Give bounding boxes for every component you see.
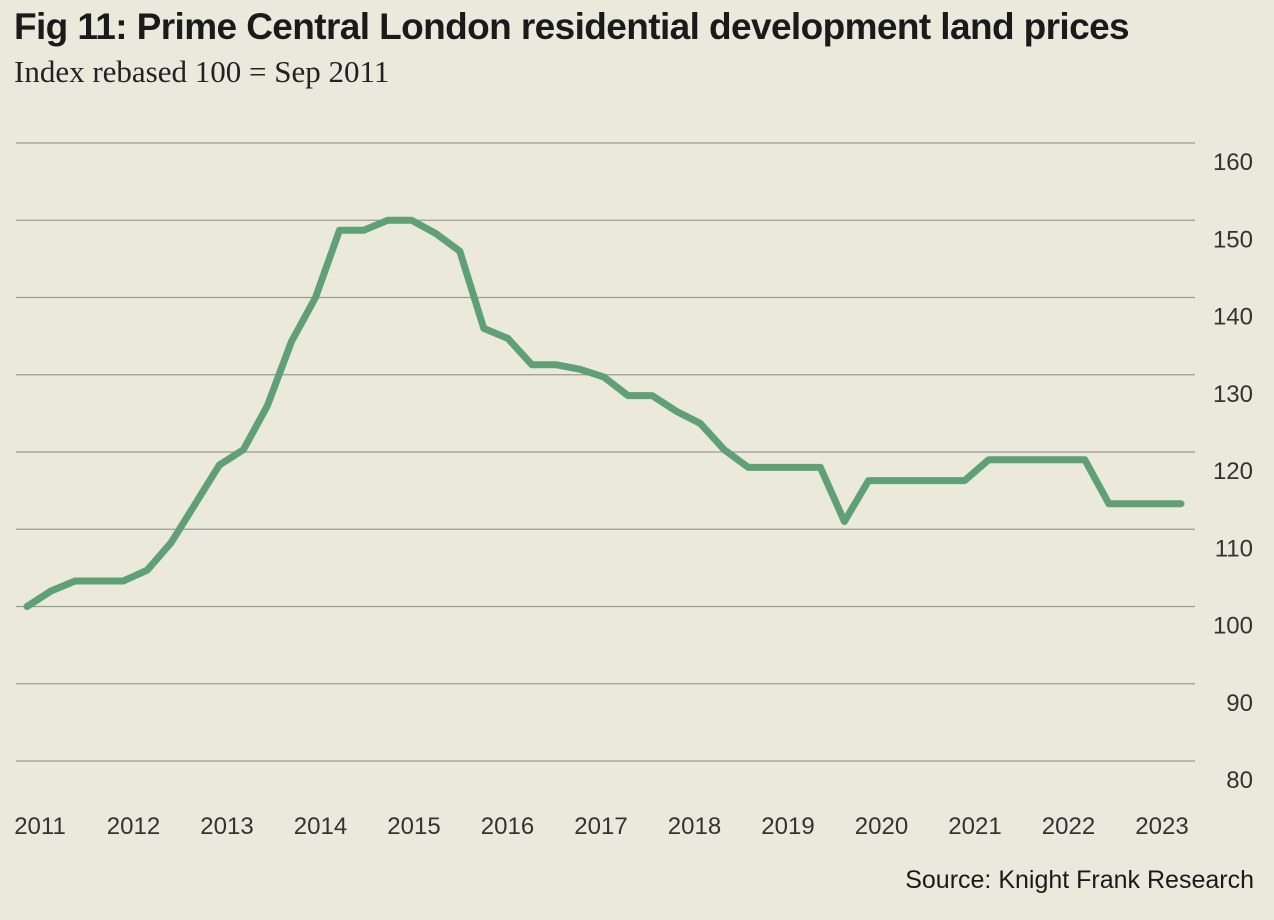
data-point xyxy=(481,325,487,331)
x-tick-label: 2014 xyxy=(294,813,347,840)
data-point xyxy=(168,539,174,545)
data-point xyxy=(577,366,583,372)
y-tick-label: 80 xyxy=(1226,767,1253,794)
data-point xyxy=(72,578,78,584)
chart-subtitle: Index rebased 100 = Sep 2011 xyxy=(14,54,390,89)
y-tick-label: 100 xyxy=(1213,613,1253,640)
data-point xyxy=(1154,501,1160,507)
x-tick-label: 2013 xyxy=(200,813,253,840)
y-tick-label: 140 xyxy=(1213,304,1253,331)
data-point xyxy=(1106,501,1112,507)
series-line xyxy=(23,216,1185,610)
x-tick-label: 2020 xyxy=(855,813,908,840)
data-point xyxy=(433,230,439,236)
data-point xyxy=(865,478,871,484)
data-point xyxy=(120,578,126,584)
x-tick-label: 2021 xyxy=(948,813,1001,840)
y-tick-label: 120 xyxy=(1213,458,1253,485)
data-point xyxy=(192,501,198,507)
data-point xyxy=(505,335,511,341)
y-tick-label: 130 xyxy=(1213,381,1253,408)
data-point xyxy=(1058,457,1064,463)
data-point xyxy=(264,403,270,409)
data-point xyxy=(24,604,30,610)
data-point xyxy=(1130,501,1136,507)
y-tick-label: 150 xyxy=(1213,226,1253,253)
y-tick-label: 90 xyxy=(1226,690,1253,717)
x-tick-label: 2011 xyxy=(14,813,66,840)
data-point xyxy=(144,567,150,573)
data-point xyxy=(409,217,415,223)
data-point xyxy=(529,362,535,368)
data-point xyxy=(649,393,655,399)
x-tick-label: 2012 xyxy=(107,813,160,840)
y-tick-label: 110 xyxy=(1215,535,1253,562)
x-tick-label: 2016 xyxy=(481,813,534,840)
data-point xyxy=(673,408,679,414)
data-point xyxy=(601,374,607,380)
chart-title: Fig 11: Prime Central London residential… xyxy=(14,6,1130,47)
data-point xyxy=(914,478,920,484)
data-point xyxy=(361,227,367,233)
data-point xyxy=(841,519,847,525)
data-point xyxy=(216,462,222,468)
data-point xyxy=(1010,457,1016,463)
data-point xyxy=(240,447,246,453)
data-point xyxy=(1082,457,1088,463)
data-point xyxy=(313,295,319,301)
data-point xyxy=(745,464,751,470)
data-point xyxy=(817,464,823,470)
data-point xyxy=(625,393,631,399)
data-point xyxy=(1034,457,1040,463)
x-tick-label: 2017 xyxy=(574,813,627,840)
x-tick-label: 2018 xyxy=(668,813,721,840)
data-point xyxy=(769,464,775,470)
x-tick-label: 2019 xyxy=(761,813,814,840)
data-point xyxy=(938,478,944,484)
data-point xyxy=(697,420,703,426)
y-tick-label: 160 xyxy=(1213,149,1253,176)
data-point xyxy=(553,362,559,368)
x-axis-ticks: 2011 2012 2013 2014 2015 2016 2017 2018 2019 2020… xyxy=(14,813,1189,840)
x-tick-label: 2015 xyxy=(387,813,440,840)
data-point xyxy=(986,457,992,463)
series xyxy=(23,216,1185,610)
gridlines xyxy=(16,142,1195,762)
data-point xyxy=(96,578,102,584)
data-point xyxy=(962,478,968,484)
data-point xyxy=(457,248,463,254)
data-point xyxy=(890,478,896,484)
x-tick-label: 2023 xyxy=(1135,813,1188,840)
data-point xyxy=(793,464,799,470)
data-point xyxy=(1178,501,1184,507)
x-tick-label: 2022 xyxy=(1042,813,1095,840)
data-point xyxy=(721,447,727,453)
data-point xyxy=(385,217,391,223)
source-note: Source: Knight Frank Research xyxy=(905,866,1254,894)
data-point xyxy=(288,339,294,345)
data-point xyxy=(337,227,343,233)
data-point xyxy=(48,588,54,594)
y-axis-ticks: 80 90 100 110 120 130 140 150 160 xyxy=(1213,149,1253,794)
